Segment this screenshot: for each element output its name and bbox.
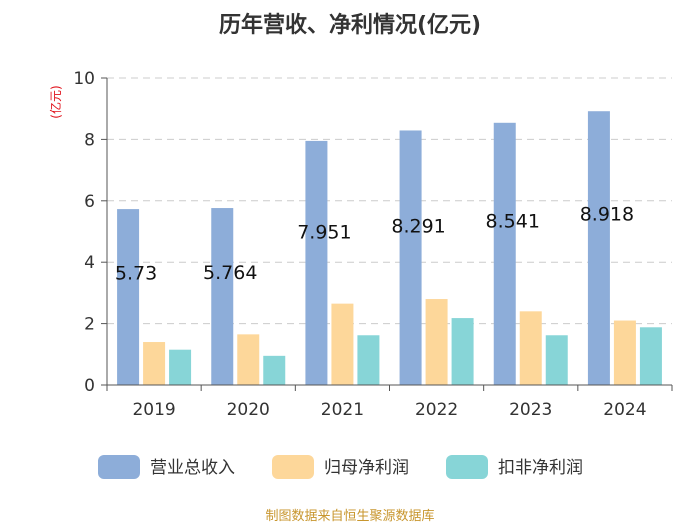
- bar-1-2020: [211, 208, 234, 385]
- legend-swatch: [272, 455, 314, 479]
- chart-title: 历年营收、净利情况(亿元): [219, 12, 481, 38]
- data-label-2020: 5.764: [203, 262, 257, 284]
- bar-1-2019: [117, 209, 140, 385]
- data-label-2019: 5.73: [115, 262, 157, 284]
- legend-label: 扣非净利润: [498, 458, 583, 478]
- data-label-2024: 8.918: [580, 204, 634, 226]
- y-tick-label: 10: [73, 69, 95, 89]
- legend-swatch: [98, 455, 140, 479]
- bar-3-2022: [451, 318, 474, 385]
- legend-item-2[interactable]: 归母净利润: [272, 455, 409, 479]
- axes: 0 2 4 6 8 10 2019 2020 2021 2022 2023 2024: [73, 69, 673, 420]
- x-tick-label: 2024: [603, 400, 646, 420]
- bar-1-2022: [399, 130, 422, 385]
- bar-3-2021: [357, 335, 380, 385]
- bar-2-2024: [613, 320, 636, 385]
- grid-lines: [107, 77, 672, 325]
- legend-item-3[interactable]: 扣非净利润: [446, 455, 583, 479]
- bar-1-2023: [493, 122, 516, 386]
- source-note: 制图数据来自恒生聚源数据库: [265, 508, 434, 524]
- x-tick-label: 2020: [227, 400, 270, 420]
- bar-3-2019: [169, 349, 192, 385]
- bar-1-2024: [587, 111, 610, 385]
- legend-item-1[interactable]: 营业总收入: [98, 455, 235, 479]
- bar-3-2023: [545, 335, 568, 385]
- x-tick-label: 2021: [321, 400, 364, 420]
- y-tick-label: 6: [84, 192, 95, 212]
- bar-2-2019: [143, 342, 166, 385]
- legend[interactable]: 营业总收入 归母净利润 扣非净利润: [98, 455, 583, 479]
- data-label-2021: 7.951: [297, 222, 351, 244]
- legend-label: 营业总收入: [150, 458, 235, 478]
- bar-2-2023: [519, 311, 542, 385]
- bar-3-2024: [639, 327, 662, 385]
- bar-2-2022: [425, 299, 448, 385]
- x-tick-label: 2019: [132, 400, 175, 420]
- bar-2-2020: [237, 334, 260, 385]
- bar-3-2020: [263, 355, 286, 385]
- x-tick-label: 2022: [415, 400, 458, 420]
- y-tick-label: 8: [84, 130, 95, 150]
- x-tick-label: 2023: [509, 400, 552, 420]
- legend-swatch: [446, 455, 488, 479]
- legend-label: 归母净利润: [324, 458, 409, 478]
- y-tick-label: 4: [84, 253, 95, 273]
- y-axis-unit-label: (亿元): [48, 85, 63, 118]
- bars: [117, 111, 662, 386]
- data-labels: 5.73 5.764 7.951 8.291 8.541 8.918: [115, 204, 634, 285]
- y-tick-label: 0: [84, 376, 95, 396]
- bar-2-2021: [331, 303, 354, 385]
- data-label-2022: 8.291: [391, 215, 445, 237]
- bar-1-2021: [305, 140, 328, 385]
- y-tick-label: 2: [84, 315, 95, 335]
- data-label-2023: 8.541: [486, 211, 540, 233]
